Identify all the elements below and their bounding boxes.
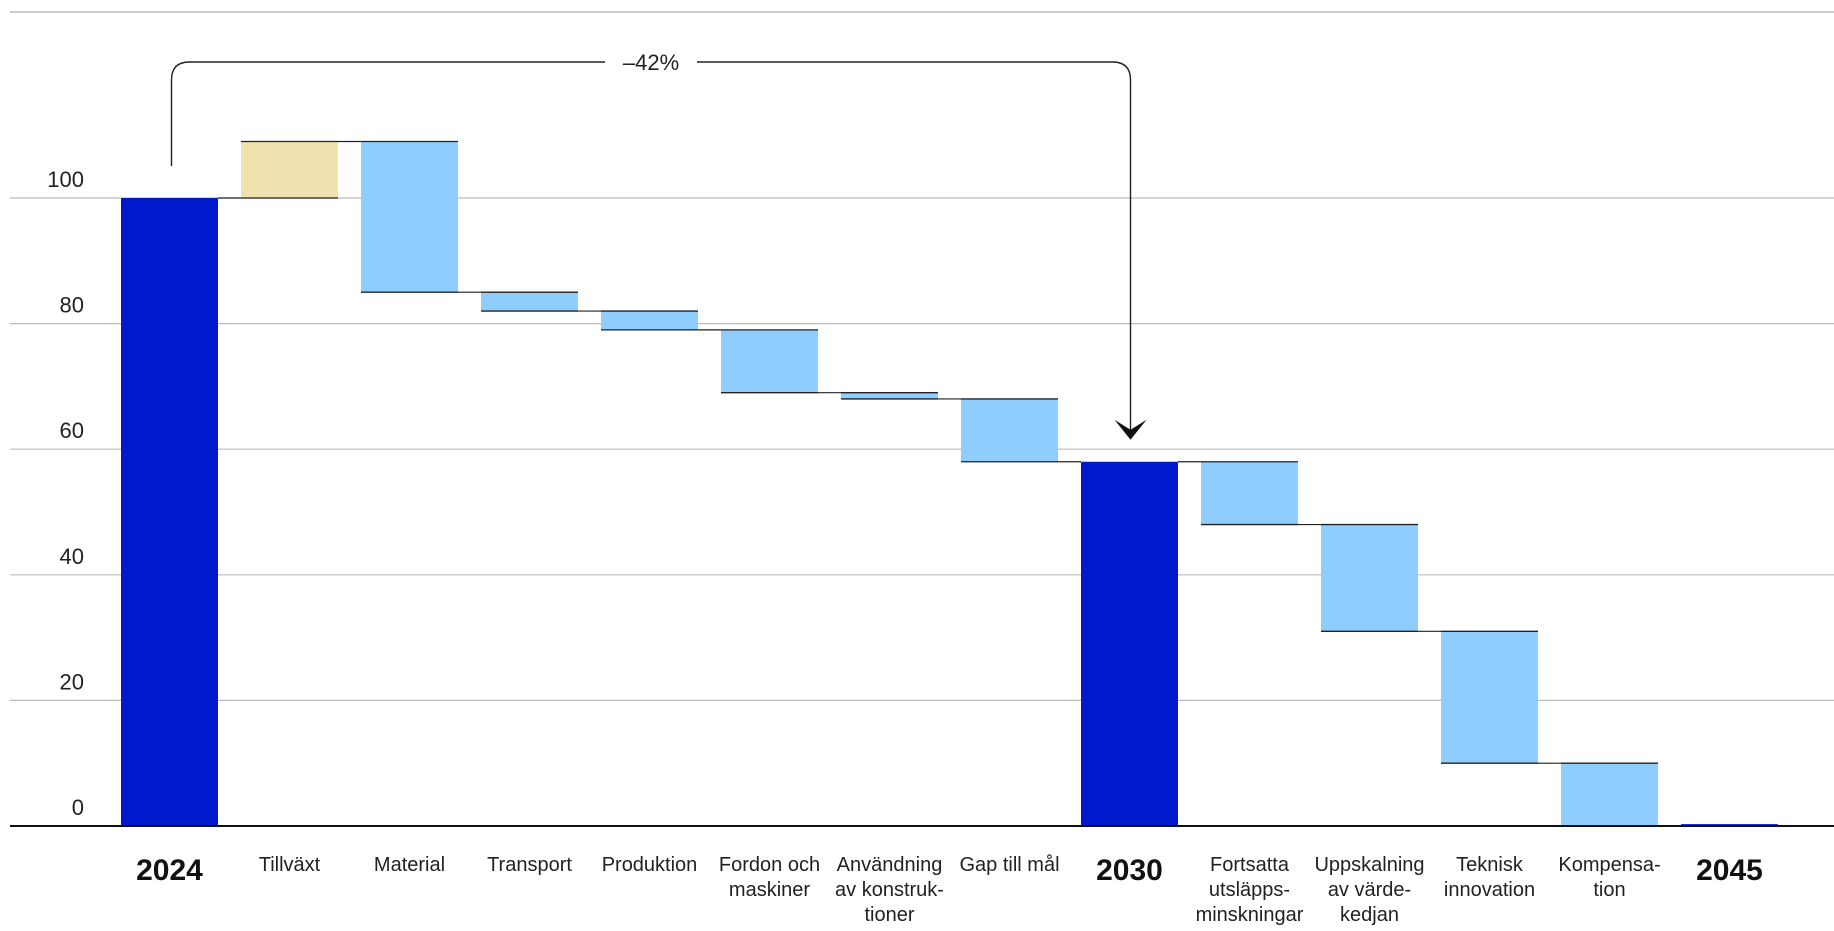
- x-category-label: Fortsatta utsläpps-minskningar: [1196, 854, 1304, 926]
- x-category-label-line: Användning: [837, 854, 943, 876]
- gridlines: [10, 11, 1834, 702]
- y-tick-label: 100: [47, 167, 84, 192]
- bar-decrease: [361, 141, 458, 293]
- x-category-label-line: Teknisk: [1456, 854, 1524, 876]
- x-axis-category-labels: 2024 Tillväxt Material Transport Produktion F…: [136, 854, 1763, 926]
- x-category-label-line: Produktion: [602, 854, 698, 876]
- x-category-label-line: Gap till mål: [959, 854, 1059, 876]
- bar-decrease: [481, 292, 578, 312]
- x-category-label-line: kedjan: [1340, 904, 1399, 926]
- x-category-label-line: av konstruk-: [835, 879, 944, 901]
- x-category-label-line: Transport: [487, 854, 572, 876]
- x-category-label: Fordon och maskiner: [719, 854, 820, 901]
- bar-decrease: [601, 311, 698, 330]
- x-category-label: Uppskalning av värde-kedjan: [1314, 854, 1424, 926]
- bar-decrease: [841, 392, 938, 399]
- x-category-label: Gap till mål: [959, 854, 1059, 876]
- bar-total: [121, 198, 218, 826]
- connector-lines: [218, 140, 1561, 764]
- bar-decrease: [1201, 461, 1298, 525]
- x-category-label-line: Uppskalning: [1314, 854, 1424, 876]
- bar-decrease: [1441, 631, 1538, 764]
- bar-decrease: [721, 329, 818, 393]
- x-category-label: Tillväxt: [259, 854, 321, 876]
- y-tick-label: 0: [72, 795, 84, 820]
- bar-increase: [241, 141, 338, 198]
- x-category-label: Kompensa-tion: [1558, 854, 1660, 901]
- annotation-arrowhead: [1114, 419, 1147, 440]
- bar-decrease: [1321, 524, 1418, 632]
- x-category-label: 2024: [136, 854, 203, 887]
- x-category-label-line: Material: [374, 854, 445, 876]
- reduction-annotation: –42%: [170, 46, 1147, 440]
- x-category-label-line: av värde-: [1328, 879, 1411, 901]
- bar-total: [1081, 461, 1178, 826]
- x-category-label-line: maskiner: [729, 879, 810, 901]
- x-category-label-line: innovation: [1444, 879, 1535, 901]
- bar-decrease: [1561, 763, 1658, 826]
- x-category-label-line: Fordon och: [719, 854, 820, 876]
- x-category-label-line: utsläpps-: [1209, 879, 1290, 901]
- x-category-label-line: tioner: [864, 904, 914, 926]
- x-category-label: Transport: [487, 854, 572, 876]
- y-tick-label: 40: [60, 544, 84, 569]
- x-category-label: Teknisk innovation: [1444, 854, 1535, 901]
- y-axis-tick-labels: 0 20 40 60 80 100: [47, 167, 84, 820]
- x-category-label-line: tion: [1593, 879, 1625, 901]
- annotation-label-background: [605, 46, 697, 76]
- annotation-label: –42%: [623, 50, 679, 75]
- bar-decrease: [961, 398, 1058, 462]
- bars: [121, 140, 1778, 827]
- x-category-label-line: Fortsatta: [1210, 854, 1290, 876]
- x-category-label-line: minskningar: [1196, 904, 1304, 926]
- x-category-label-line: Tillväxt: [259, 854, 321, 876]
- x-category-label: 2045: [1696, 854, 1763, 887]
- y-tick-label: 60: [60, 418, 84, 443]
- x-category-label: Material: [374, 854, 445, 876]
- x-category-label: Produktion: [602, 854, 698, 876]
- x-category-label-line: Kompensa-: [1558, 854, 1660, 876]
- y-tick-label: 80: [60, 293, 84, 318]
- x-category-label: 2030: [1096, 854, 1163, 887]
- annotation-bracket: [170, 61, 1132, 432]
- x-category-label: Användning av konstruk-tioner: [835, 854, 944, 926]
- y-tick-label: 20: [60, 669, 84, 694]
